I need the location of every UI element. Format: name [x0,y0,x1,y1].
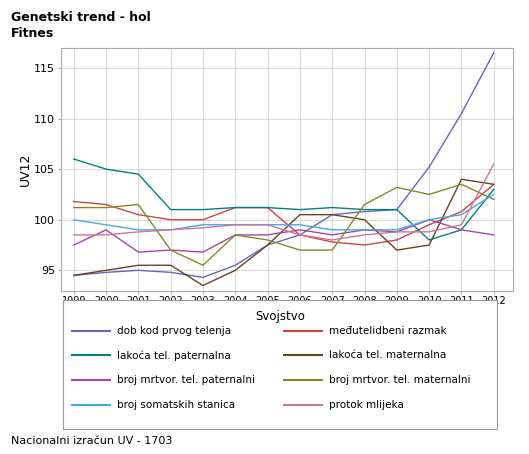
Text: broj mrtvor. tel. maternalni: broj mrtvor. tel. maternalni [329,375,470,385]
Text: broj mrtvor. tel. paternalni: broj mrtvor. tel. paternalni [117,375,256,385]
Text: Fitnes: Fitnes [11,27,54,40]
Text: lakoća tel. maternalna: lakoća tel. maternalna [329,350,446,360]
Text: međutelidbeni razmak: međutelidbeni razmak [329,326,446,336]
Text: Nacionalni izračun UV - 1703: Nacionalni izračun UV - 1703 [11,436,172,446]
Y-axis label: UV12: UV12 [19,153,32,186]
Text: lakoća tel. paternalna: lakoća tel. paternalna [117,350,231,361]
X-axis label: Godina rođenja: Godina rođenja [239,312,335,325]
Text: Genetski trend - hol: Genetski trend - hol [11,11,150,25]
Text: Svojstvo: Svojstvo [256,310,305,323]
Text: broj somatskih stanica: broj somatskih stanica [117,400,235,410]
Text: protok mlijeka: protok mlijeka [329,400,404,410]
Text: dob kod prvog telenja: dob kod prvog telenja [117,326,232,336]
